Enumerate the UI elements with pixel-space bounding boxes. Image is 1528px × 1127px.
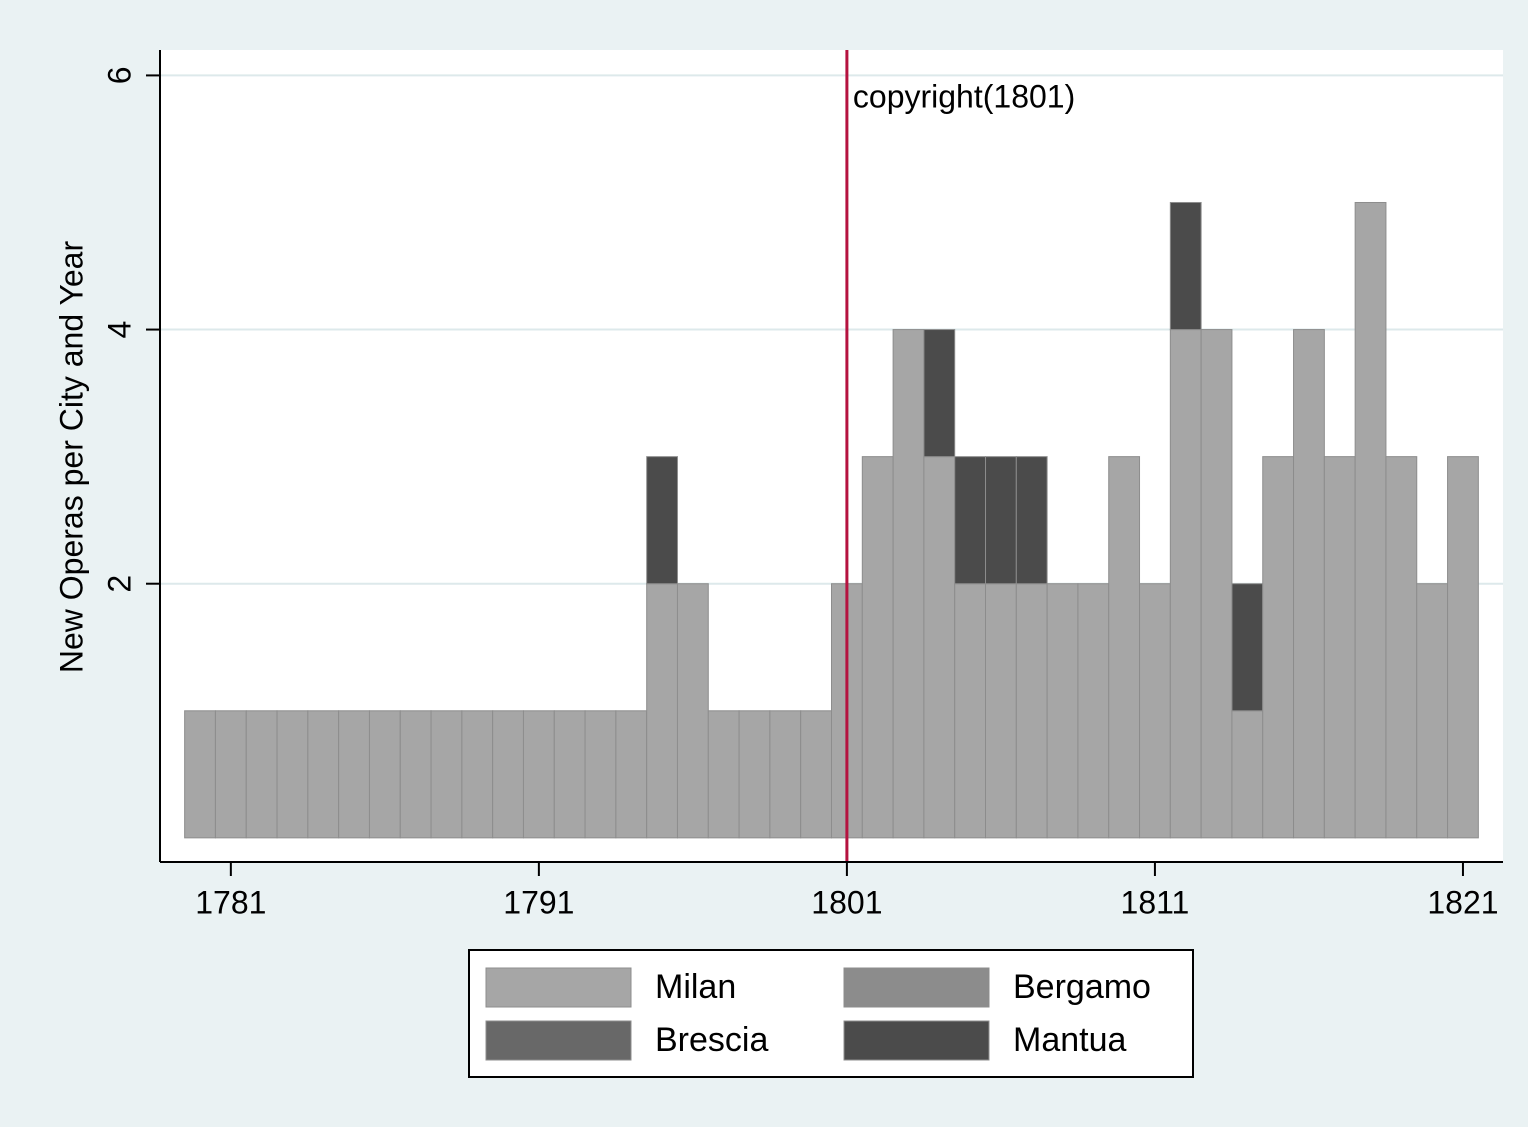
bar-segment: [1447, 456, 1479, 839]
bar-segment: [738, 710, 771, 839]
bar-segment: [245, 710, 278, 839]
bar-segment: [1077, 583, 1110, 839]
bar-segment: [954, 456, 987, 585]
bar-segment: [1139, 583, 1171, 839]
bar-segment: [1262, 456, 1295, 839]
bar-segment: [1015, 456, 1048, 585]
bar-segment: [430, 710, 463, 839]
y-axis-label: New Operas per City and Year: [53, 241, 89, 674]
bar-segment: [769, 710, 802, 839]
bar-segment: [1015, 583, 1048, 839]
legend-swatch: [485, 1020, 632, 1061]
bar-segment: [522, 710, 555, 839]
bar-segment: [584, 710, 617, 839]
bar-segment: [707, 710, 740, 839]
bar-segment: [461, 710, 494, 839]
x-tick-label: 1811: [1121, 884, 1190, 920]
x-tick-label: 1801: [811, 884, 882, 920]
legend-swatch: [485, 967, 632, 1008]
bar-segment: [800, 710, 833, 839]
bar-segment: [923, 456, 956, 839]
bar-segment: [985, 456, 1017, 585]
bar-segment: [307, 710, 340, 839]
reference-label: copyright(1801): [853, 78, 1075, 114]
legend-label: Mantua: [1013, 1021, 1126, 1059]
bar-segment: [1108, 456, 1141, 839]
legend: Milan Bergamo Brescia Mantua: [468, 949, 1194, 1078]
bar-segment: [368, 710, 401, 839]
bar-segment: [1385, 456, 1418, 839]
bar-segment: [1231, 710, 1264, 839]
legend-label: Brescia: [655, 1021, 768, 1059]
bar-segment: [985, 583, 1017, 839]
bar-segment: [646, 583, 678, 839]
bar-segment: [338, 710, 370, 839]
bar-segment: [1231, 583, 1264, 712]
y-tick-label: 4: [101, 321, 137, 339]
x-tick-label: 1821: [1427, 884, 1498, 920]
bar-segment: [923, 329, 956, 458]
bar-segment: [1323, 456, 1356, 839]
y-tick-label: 6: [101, 67, 137, 85]
bar-segment: [1046, 583, 1079, 839]
bar-segment: [184, 710, 216, 839]
legend-swatch: [843, 1020, 990, 1061]
x-tick-label: 1781: [195, 884, 266, 920]
bar-segment: [214, 710, 247, 839]
bar-segment: [1354, 201, 1387, 839]
bar-segment: [492, 710, 524, 839]
bar-segment: [1416, 583, 1449, 839]
legend-label: Milan: [655, 968, 736, 1006]
bar-segment: [892, 329, 925, 839]
y-tick-label: 2: [101, 575, 137, 593]
legend-label: Bergamo: [1013, 968, 1151, 1006]
x-tick-label: 1791: [503, 884, 574, 920]
bar-segment: [954, 583, 987, 839]
bar-segment: [861, 456, 894, 839]
bar-segment: [1293, 329, 1325, 839]
legend-swatch: [843, 967, 990, 1008]
bar-segment: [615, 710, 648, 839]
bar-segment: [1200, 329, 1233, 839]
bar-segment: [276, 710, 309, 839]
bar-segment: [1169, 201, 1202, 331]
bar-segment: [676, 583, 709, 839]
bar-segment: [1169, 329, 1202, 839]
bar-segment: [553, 710, 586, 839]
bar-segment: [646, 456, 678, 585]
bar-segment: [399, 710, 432, 839]
